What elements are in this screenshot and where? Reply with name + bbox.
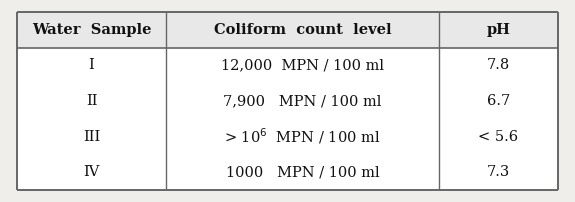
Bar (17, 48, 558, 190)
Text: I: I (89, 58, 94, 73)
Bar (17, 12, 558, 48)
Text: 12,000  MPN / 100 ml: 12,000 MPN / 100 ml (221, 58, 384, 73)
Text: > 10$^{6}$  MPN / 100 ml: > 10$^{6}$ MPN / 100 ml (224, 127, 381, 146)
Text: 7,900   MPN / 100 ml: 7,900 MPN / 100 ml (223, 94, 382, 108)
Text: pH: pH (486, 23, 510, 37)
Text: < 5.6: < 5.6 (478, 129, 518, 144)
Text: Water  Sample: Water Sample (32, 23, 151, 37)
Text: 7.3: 7.3 (486, 165, 510, 179)
Text: IV: IV (83, 165, 99, 179)
Text: 7.8: 7.8 (486, 58, 510, 73)
Text: III: III (83, 129, 100, 144)
Text: Coliform  count  level: Coliform count level (213, 23, 391, 37)
Text: 6.7: 6.7 (486, 94, 510, 108)
Text: 1000   MPN / 100 ml: 1000 MPN / 100 ml (225, 165, 379, 179)
Text: II: II (86, 94, 97, 108)
